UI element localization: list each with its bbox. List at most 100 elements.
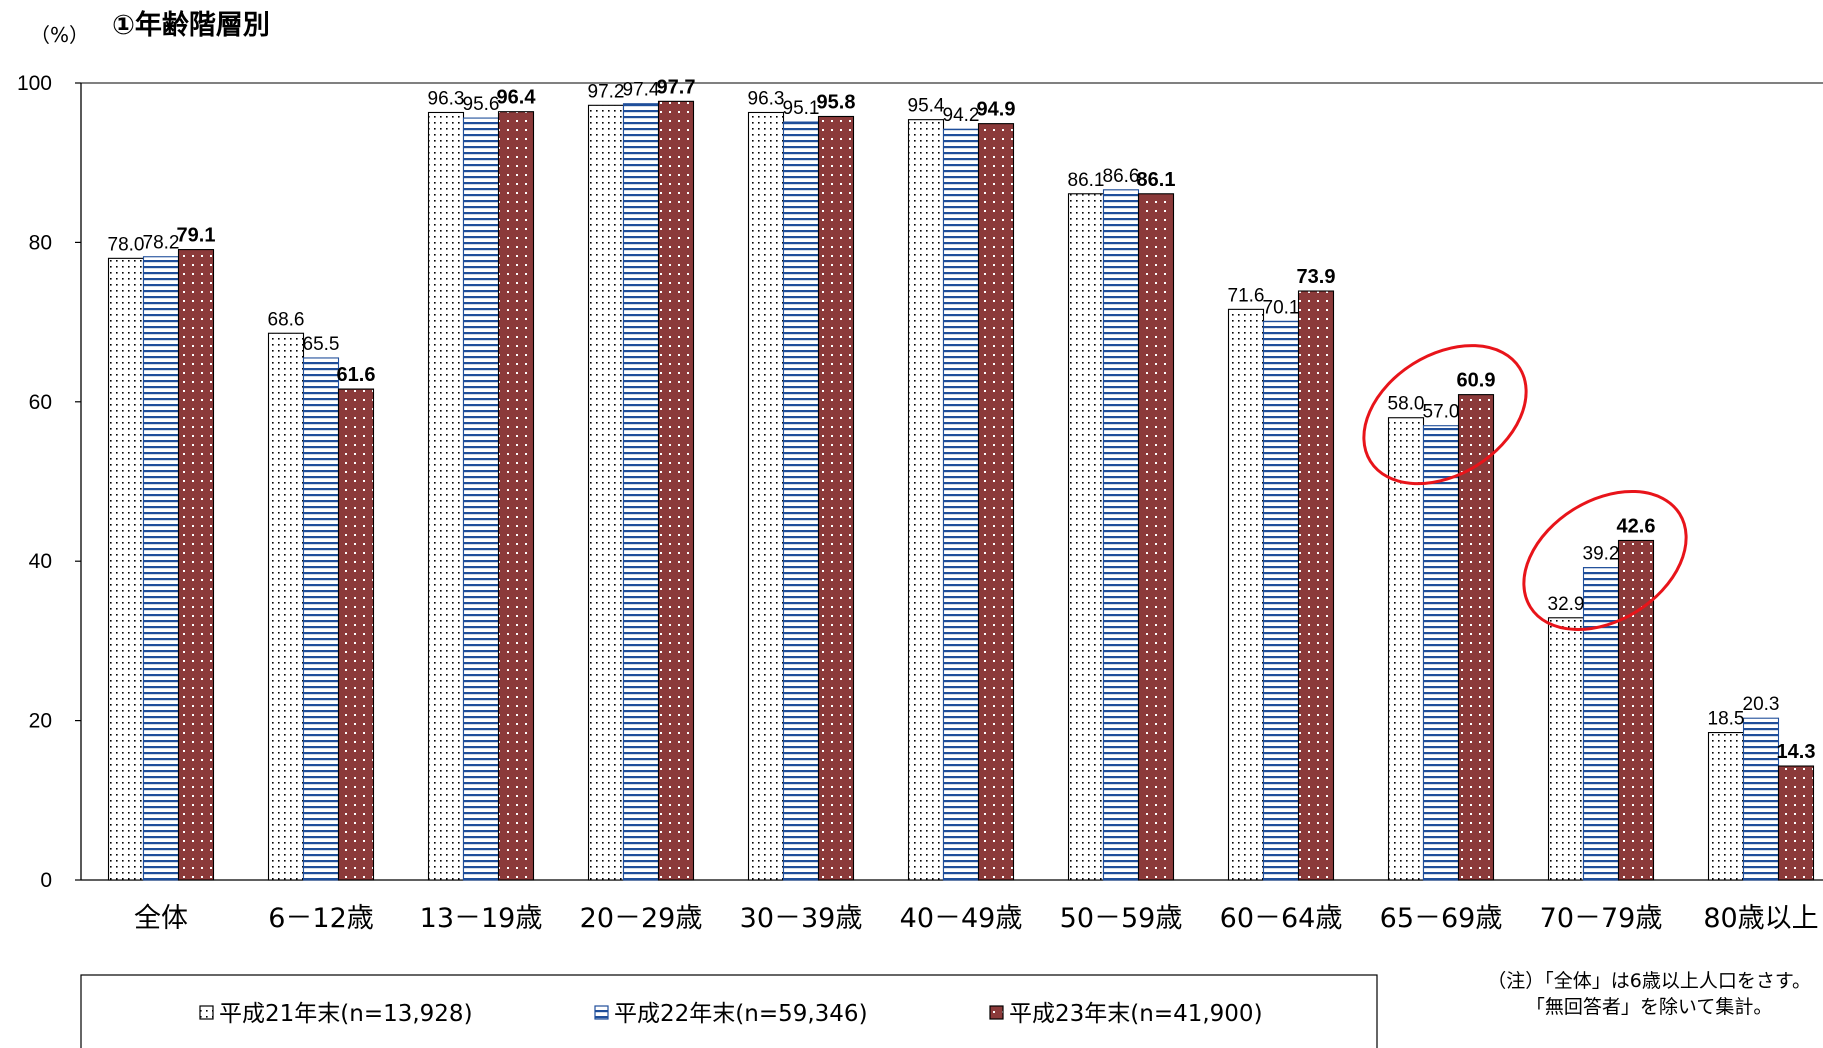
x-tick-labels: 全体 6－12歳 13－19歳 20－29歳 30－39歳 40－49歳 50－59歳 60－… bbox=[134, 903, 1819, 934]
data-label-series-2-4: 95.1 bbox=[783, 98, 820, 119]
bar-series-1-3 bbox=[587, 104, 625, 881]
data-label-series-3-3: 97.7 bbox=[657, 76, 696, 98]
bar-series-3-2 bbox=[497, 111, 535, 881]
x-tick-label: 80歳以上 bbox=[1703, 903, 1818, 934]
y-tick-label: 100 bbox=[17, 72, 52, 95]
bar-series-1-5 bbox=[907, 119, 945, 881]
x-tick-label: 60－64歳 bbox=[1220, 903, 1343, 934]
data-label-series-1-1: 68.6 bbox=[268, 309, 305, 330]
data-label-series-1-7: 71.6 bbox=[1228, 285, 1265, 306]
y-tick-label: 60 bbox=[29, 391, 52, 414]
highlight-circles bbox=[1362, 344, 1688, 631]
y-tick-label: 80 bbox=[29, 231, 52, 254]
data-label-series-3-2: 96.4 bbox=[497, 87, 537, 109]
bar-series-3-1 bbox=[337, 388, 375, 881]
x-tick-label: 70－79歳 bbox=[1540, 903, 1663, 934]
x-tick-label: 30－39歳 bbox=[740, 903, 863, 934]
data-label-series-1-6: 86.1 bbox=[1068, 170, 1105, 191]
data-labels: 78.078.279.168.665.561.696.395.696.4 97.2… bbox=[108, 76, 1816, 763]
chart-title: ①年齢階層別 bbox=[112, 9, 270, 41]
bar-series-1-6 bbox=[1067, 193, 1105, 881]
bar-series-1-8 bbox=[1387, 417, 1425, 881]
bar-series-3-10 bbox=[1777, 765, 1815, 881]
x-tick-label: 40－49歳 bbox=[900, 903, 1023, 934]
bar-series-2-5 bbox=[942, 128, 980, 881]
data-label-series-3-7: 73.9 bbox=[1297, 266, 1336, 288]
x-tick-label: 65－69歳 bbox=[1380, 903, 1503, 934]
data-label-series-3-6: 86.1 bbox=[1137, 169, 1176, 191]
footnote-line-1: （注）「全体」は6歳以上人口をさす。 bbox=[1487, 970, 1811, 992]
y-unit-label: （%） bbox=[30, 23, 89, 47]
bars bbox=[107, 100, 1815, 881]
highlight-circle-2 bbox=[1522, 489, 1688, 631]
bar-series-3-8 bbox=[1457, 394, 1495, 881]
data-label-series-1-10: 18.5 bbox=[1708, 709, 1745, 730]
x-tick-label: 13－19歳 bbox=[420, 903, 543, 934]
y-tick-label: 40 bbox=[29, 550, 52, 573]
data-label-series-3-8: 60.9 bbox=[1457, 370, 1496, 392]
data-label-series-1-0: 78.0 bbox=[108, 234, 145, 255]
data-label-series-3-0: 79.1 bbox=[177, 225, 216, 247]
bar-series-3-3 bbox=[657, 100, 695, 881]
bar-series-2-2 bbox=[462, 117, 500, 881]
footnote: （注）「全体」は6歳以上人口をさす。 「無回答者」を除いて集計。 bbox=[1487, 968, 1811, 1020]
bar-series-1-7 bbox=[1227, 308, 1265, 881]
bar-series-2-10 bbox=[1742, 717, 1780, 881]
data-label-series-2-0: 78.2 bbox=[143, 233, 180, 254]
data-label-series-2-9: 39.2 bbox=[1583, 544, 1620, 565]
data-label-series-2-3: 97.4 bbox=[623, 80, 660, 101]
data-label-series-2-1: 65.5 bbox=[303, 334, 340, 355]
bar-series-3-7 bbox=[1297, 290, 1335, 881]
legend-swatch-2 bbox=[594, 1005, 609, 1020]
data-label-series-2-8: 57.0 bbox=[1423, 402, 1460, 423]
bar-series-3-9 bbox=[1617, 539, 1655, 881]
data-label-series-3-9: 42.6 bbox=[1617, 515, 1656, 537]
data-label-series-1-3: 97.2 bbox=[588, 81, 625, 102]
data-label-series-1-5: 95.4 bbox=[908, 96, 945, 117]
data-label-series-1-9: 32.9 bbox=[1548, 594, 1585, 615]
highlight-circle-1 bbox=[1362, 344, 1528, 486]
x-tick-label: 50－59歳 bbox=[1060, 903, 1183, 934]
data-label-series-3-1: 61.6 bbox=[337, 364, 376, 386]
bar-series-1-10 bbox=[1707, 732, 1745, 881]
bar-series-2-6 bbox=[1102, 189, 1140, 881]
bar-series-3-4 bbox=[817, 115, 855, 881]
data-label-series-3-4: 95.8 bbox=[817, 91, 856, 113]
data-label-series-3-5: 94.9 bbox=[977, 99, 1016, 121]
bar-series-2-8 bbox=[1422, 425, 1460, 881]
legend: 平成21年末(n=13,928) 平成22年末(n=59,346) 平成23年末(n… bbox=[199, 1001, 1263, 1027]
bar-series-2-9 bbox=[1582, 567, 1620, 881]
bar-series-2-3 bbox=[622, 103, 660, 881]
legend-swatch-3 bbox=[989, 1005, 1004, 1020]
bar-series-2-4 bbox=[782, 121, 820, 881]
y-tick-label: 0 bbox=[40, 869, 52, 892]
bar-series-1-4 bbox=[747, 111, 785, 881]
bar-series-2-7 bbox=[1262, 320, 1300, 881]
legend-box bbox=[80, 974, 1378, 1048]
legend-label-1: 平成21年末(n=13,928) bbox=[219, 1001, 473, 1027]
x-tick-label: 全体 bbox=[134, 903, 188, 934]
bar-series-3-0 bbox=[177, 249, 215, 881]
bar-series-1-1 bbox=[267, 332, 305, 881]
legend-label-2: 平成22年末(n=59,346) bbox=[614, 1001, 868, 1027]
bar-series-3-5 bbox=[977, 123, 1015, 881]
data-label-series-1-2: 96.3 bbox=[428, 88, 465, 109]
data-label-series-1-4: 96.3 bbox=[748, 88, 785, 109]
footnote-line-2: 「無回答者」を除いて集計。 bbox=[1525, 996, 1773, 1018]
legend-label-3: 平成23年末(n=41,900) bbox=[1009, 1001, 1263, 1027]
bar-series-1-9 bbox=[1547, 617, 1585, 881]
y-tick-label: 20 bbox=[29, 710, 52, 733]
data-label-series-2-5: 94.2 bbox=[943, 105, 980, 126]
legend-swatch-1 bbox=[199, 1005, 214, 1020]
data-label-series-2-7: 70.1 bbox=[1263, 297, 1300, 318]
data-label-series-2-10: 20.3 bbox=[1743, 694, 1780, 715]
data-label-series-1-8: 58.0 bbox=[1388, 394, 1425, 415]
bar-series-3-6 bbox=[1137, 193, 1175, 881]
data-label-series-2-2: 95.6 bbox=[463, 94, 500, 115]
bar-series-2-1 bbox=[302, 357, 340, 881]
bar-series-1-0 bbox=[107, 257, 145, 881]
bar-series-1-2 bbox=[427, 111, 465, 881]
bar-series-2-0 bbox=[142, 256, 180, 881]
data-label-series-2-6: 86.6 bbox=[1103, 166, 1140, 187]
